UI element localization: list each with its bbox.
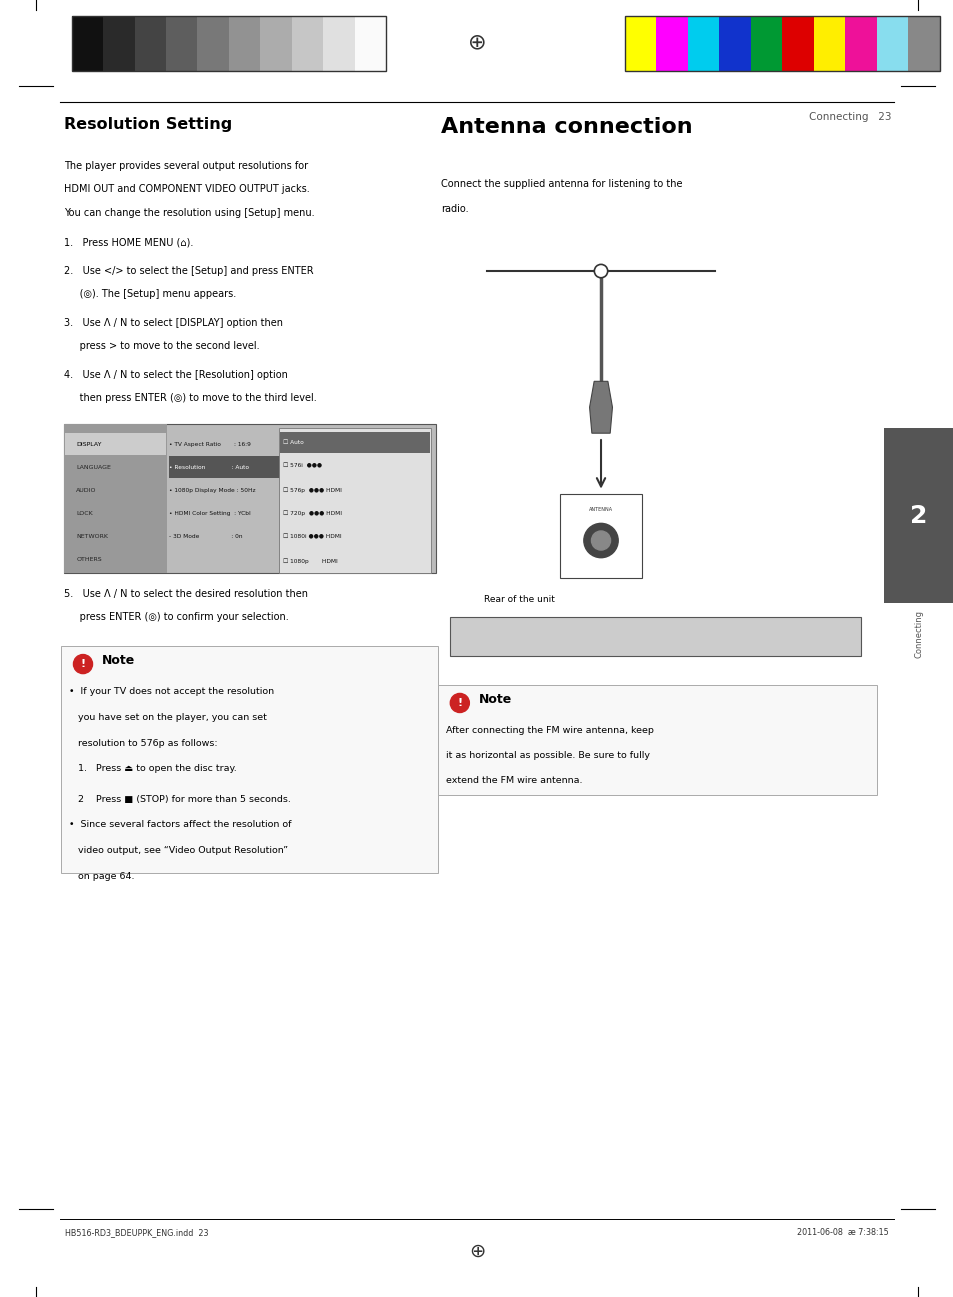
Bar (61, 646, 437, 873)
Circle shape (583, 524, 618, 558)
Text: 2    Press ■ (STOP) for more than 5 seconds.: 2 Press ■ (STOP) for more than 5 seconds… (69, 795, 291, 804)
Bar (166, 16, 197, 71)
Text: Connect the supplied antenna for listening to the: Connect the supplied antenna for listeni… (440, 179, 681, 189)
Text: The player provides several output resolutions for: The player provides several output resol… (64, 161, 308, 171)
Bar (624, 16, 656, 71)
Text: HB516-RD3_BDEUPPK_ENG.indd  23: HB516-RD3_BDEUPPK_ENG.indd 23 (65, 1228, 208, 1237)
Text: then press ENTER (◎) to move to the third level.: then press ENTER (◎) to move to the thir… (64, 393, 316, 403)
Bar (559, 494, 640, 578)
Bar (278, 428, 431, 573)
Bar (279, 432, 430, 453)
Bar (876, 16, 907, 71)
Text: ⊕: ⊕ (468, 1243, 485, 1261)
Text: it as horizontal as possible. Be sure to fully: it as horizontal as possible. Be sure to… (445, 751, 649, 760)
Text: radio.: radio. (440, 204, 468, 214)
Text: 2: 2 (909, 503, 927, 528)
Circle shape (450, 694, 469, 712)
Text: • 1080p Display Mode : 50Hz: • 1080p Display Mode : 50Hz (169, 488, 255, 493)
Bar (624, 16, 939, 71)
Bar (781, 16, 813, 71)
Text: LOCK: LOCK (76, 511, 93, 516)
Text: ☐ 576p  ●●● HDMI: ☐ 576p ●●● HDMI (283, 488, 342, 493)
Text: FM: FM (629, 538, 637, 543)
Bar (229, 16, 260, 71)
Text: - 3D Mode                 : 0n: - 3D Mode : 0n (169, 534, 242, 540)
Text: ANTENNA: ANTENNA (588, 507, 613, 512)
Bar (71, 16, 103, 71)
Circle shape (591, 530, 610, 550)
Text: ☐ Auto: ☐ Auto (283, 440, 304, 445)
Text: • HDMI Color Setting  : YCbI: • HDMI Color Setting : YCbI (169, 511, 251, 516)
Bar (64, 424, 436, 573)
Bar (64, 424, 167, 573)
Text: ☐ 576i  ●●●: ☐ 576i ●●● (283, 463, 322, 468)
Text: •  Since several factors affect the resolution of: • Since several factors affect the resol… (69, 821, 291, 830)
Text: LANGUAGE: LANGUAGE (76, 466, 112, 471)
Circle shape (73, 655, 92, 673)
Text: 4.   Use Λ / Ν to select the [Resolution] option: 4. Use Λ / Ν to select the [Resolution] … (64, 370, 288, 380)
Text: 5.   Use Λ / Ν to select the desired resolution then: 5. Use Λ / Ν to select the desired resol… (64, 589, 308, 599)
Text: press > to move to the second level.: press > to move to the second level. (64, 341, 259, 351)
Bar (750, 16, 781, 71)
Bar (656, 16, 687, 71)
Text: After connecting the FM wire antenna, keep: After connecting the FM wire antenna, ke… (445, 726, 653, 735)
Text: DISPLAY: DISPLAY (76, 442, 102, 447)
Bar (197, 16, 229, 71)
Text: ☐ 1080i ●●● HDMI: ☐ 1080i ●●● HDMI (283, 534, 341, 540)
Text: 3.   Use Λ / Ν to select [DISPLAY] option then: 3. Use Λ / Ν to select [DISPLAY] option … (64, 318, 283, 328)
Text: video output, see “Video Output Resolution”: video output, see “Video Output Resoluti… (69, 846, 288, 855)
Text: HDMI OUT and COMPONENT VIDEO OUTPUT jacks.: HDMI OUT and COMPONENT VIDEO OUTPUT jack… (64, 184, 310, 195)
Text: 1.   Press HOME MENU (⌂).: 1. Press HOME MENU (⌂). (64, 237, 193, 248)
Bar (450, 617, 860, 656)
Text: •  If your TV does not accept the resolution: • If your TV does not accept the resolut… (69, 687, 274, 696)
Text: • Resolution              : Auto: • Resolution : Auto (169, 466, 249, 471)
Bar (844, 16, 876, 71)
Bar (907, 16, 939, 71)
Bar (323, 16, 355, 71)
Text: Note: Note (478, 693, 512, 706)
Bar (71, 16, 386, 71)
Text: You can change the resolution using [Setup] menu.: You can change the resolution using [Set… (64, 208, 314, 218)
Text: Note: Note (102, 654, 135, 667)
Bar (883, 428, 953, 603)
Text: Resolution Setting: Resolution Setting (64, 117, 232, 132)
Bar (719, 16, 750, 71)
Bar (134, 16, 166, 71)
Text: extend the FM wire antenna.: extend the FM wire antenna. (445, 776, 581, 785)
Bar (355, 16, 386, 71)
Text: 1.   Press ⏏ to open the disc tray.: 1. Press ⏏ to open the disc tray. (69, 764, 236, 773)
Text: on page 64.: on page 64. (69, 872, 134, 881)
Text: 2.   Use </> to select the [Setup] and press ENTER: 2. Use </> to select the [Setup] and pre… (64, 266, 314, 276)
Bar (260, 16, 292, 71)
Text: AUDIO: AUDIO (76, 488, 96, 493)
Text: NETWORK: NETWORK (76, 534, 109, 540)
Bar (687, 16, 719, 71)
Text: Connecting   23: Connecting 23 (809, 112, 891, 122)
Text: !: ! (80, 659, 86, 669)
Text: ⊕: ⊕ (467, 32, 486, 53)
Text: Connecting: Connecting (914, 610, 923, 658)
Text: !: ! (456, 698, 462, 708)
Text: Antenna connection: Antenna connection (440, 117, 692, 136)
Text: OTHERS: OTHERS (76, 556, 102, 562)
Text: you have set on the player, you can set: you have set on the player, you can set (69, 713, 266, 722)
Text: press ENTER (◎) to confirm your selection.: press ENTER (◎) to confirm your selectio… (64, 612, 289, 623)
Text: (◎). The [Setup] menu appears.: (◎). The [Setup] menu appears. (64, 289, 236, 300)
Bar (103, 16, 134, 71)
Text: • TV Aspect Ratio       : 16:9: • TV Aspect Ratio : 16:9 (169, 442, 251, 447)
Text: ☐ 1080p       HDMI: ☐ 1080p HDMI (283, 558, 337, 564)
Text: Rear of the unit: Rear of the unit (483, 595, 555, 604)
Text: 2011-06-08  æ 7:38:15: 2011-06-08 æ 7:38:15 (797, 1228, 888, 1237)
Circle shape (594, 265, 607, 278)
Polygon shape (589, 381, 612, 433)
Bar (813, 16, 844, 71)
Bar (65, 433, 166, 455)
Text: resolution to 576p as follows:: resolution to 576p as follows: (69, 739, 217, 748)
Bar (169, 457, 293, 479)
Bar (292, 16, 323, 71)
Bar (437, 685, 876, 795)
Text: ☐ 720p  ●●● HDMI: ☐ 720p ●●● HDMI (283, 511, 342, 516)
